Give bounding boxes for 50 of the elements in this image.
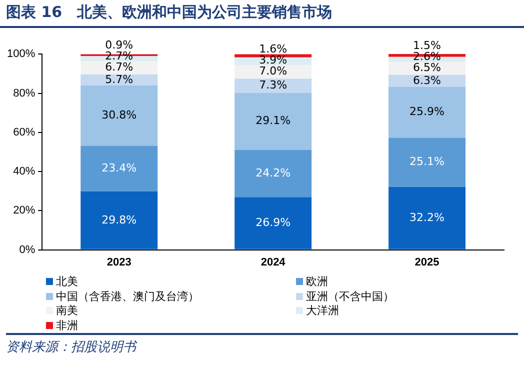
- text: 25.1%: [410, 155, 444, 168]
- y-tick-label: 0%: [19, 244, 36, 256]
- legend-label: 亚洲（不含中国）: [305, 290, 395, 304]
- text: 6.7%: [105, 60, 134, 74]
- text: 29.1%: [256, 114, 291, 128]
- text: 0.9%: [105, 38, 134, 52]
- text: 26.9%: [256, 216, 291, 230]
- bar: [80, 146, 158, 192]
- y-tick-label: 100%: [6, 48, 36, 60]
- bar: [388, 74, 466, 88]
- bar: [234, 92, 312, 150]
- legend-label: 欧洲: [305, 275, 329, 290]
- text: 24.2%: [256, 166, 291, 180]
- bar: [234, 150, 312, 198]
- text: 7.0%: [259, 64, 288, 78]
- text: 32.2%: [410, 210, 444, 224]
- y-tick-label: 20%: [13, 204, 36, 217]
- bar: [234, 64, 312, 79]
- bar: [388, 138, 466, 187]
- text: 29.8%: [102, 213, 137, 226]
- legend-label: 北美: [55, 275, 79, 290]
- x-tick-label: 2024: [260, 256, 286, 268]
- y-tick-label: 40%: [13, 166, 36, 178]
- text: 3.9%: [259, 54, 288, 67]
- bar: [80, 61, 158, 74]
- legend-label: 南美: [55, 304, 79, 318]
- bar: [80, 85, 158, 146]
- legend-label: 中国（含香港、澳门及台湾）: [55, 290, 200, 304]
- x-tick-label: 2025: [414, 256, 440, 268]
- legend-label: 大洋洲: [305, 304, 340, 318]
- chart-title: 图表 16 北美、欧洲和中国为公司主要销售市场: [0, 0, 524, 28]
- text: 25.9%: [410, 105, 444, 118]
- text: 资料来源：招股说明书: [6, 333, 518, 356]
- text: 1.6%: [259, 42, 288, 56]
- legend-label: 非洲: [55, 318, 79, 333]
- text: 1.5%: [413, 39, 441, 52]
- text: 23.4%: [102, 161, 137, 174]
- y-tick-label: 60%: [13, 126, 36, 138]
- bar: [388, 186, 466, 250]
- text: 30.8%: [102, 108, 137, 122]
- text: 5.7%: [105, 72, 134, 86]
- bar: [80, 192, 158, 250]
- text: 6.5%: [413, 61, 441, 74]
- x-tick-label: 2023: [106, 256, 132, 268]
- text: 7.3%: [259, 78, 288, 92]
- y-tick-label: 80%: [13, 87, 36, 100]
- text: 6.3%: [413, 74, 441, 87]
- bar: [388, 87, 466, 138]
- bar: [234, 197, 312, 250]
- bar: [234, 78, 312, 93]
